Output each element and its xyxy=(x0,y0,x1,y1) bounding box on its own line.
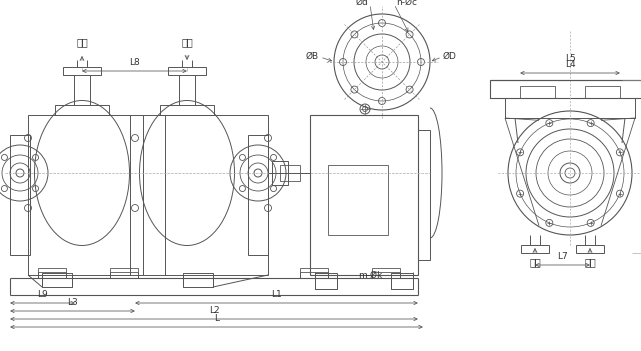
Text: L8: L8 xyxy=(129,58,140,67)
Text: 进气: 进气 xyxy=(181,37,193,47)
Bar xyxy=(168,67,206,75)
Bar xyxy=(372,268,400,278)
Text: L4: L4 xyxy=(565,60,576,69)
Bar xyxy=(280,165,300,181)
Bar xyxy=(300,268,328,278)
Text: 排气: 排气 xyxy=(76,37,88,47)
Bar xyxy=(585,86,620,98)
Bar xyxy=(576,245,604,253)
Text: 进气: 进气 xyxy=(529,257,541,267)
Bar xyxy=(63,67,101,75)
Text: L: L xyxy=(214,314,219,323)
Bar xyxy=(110,268,138,278)
Bar xyxy=(183,273,213,287)
Bar xyxy=(505,98,635,118)
Bar xyxy=(310,115,418,275)
Text: L1: L1 xyxy=(271,290,282,299)
Text: ØB: ØB xyxy=(306,52,319,60)
Bar xyxy=(520,86,555,98)
Bar xyxy=(391,273,413,289)
Text: m-Øk: m-Øk xyxy=(358,271,382,279)
Bar xyxy=(328,165,388,235)
Text: L5: L5 xyxy=(565,54,576,63)
Bar xyxy=(28,115,268,275)
Bar xyxy=(248,135,268,255)
Bar xyxy=(272,161,288,185)
Bar xyxy=(42,273,72,287)
Text: Ød: Ød xyxy=(355,0,368,7)
Text: 排气: 排气 xyxy=(584,257,596,267)
Bar xyxy=(10,135,30,255)
Bar xyxy=(521,245,549,253)
Text: n-Øc: n-Øc xyxy=(396,0,417,7)
Bar xyxy=(418,130,430,260)
Text: L9: L9 xyxy=(37,290,48,299)
Bar xyxy=(315,273,337,289)
Bar xyxy=(490,80,641,98)
Bar xyxy=(38,268,66,278)
Bar xyxy=(160,105,214,115)
Text: L2: L2 xyxy=(209,306,219,315)
Bar xyxy=(55,105,109,115)
Text: L7: L7 xyxy=(557,252,568,261)
Text: L3: L3 xyxy=(67,298,78,307)
Text: ØD: ØD xyxy=(443,52,457,60)
